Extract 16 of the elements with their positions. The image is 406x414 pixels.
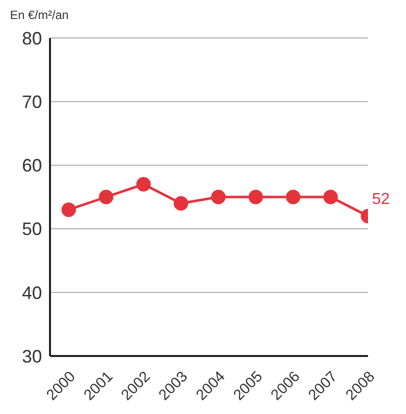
point	[323, 190, 338, 204]
y-axis-title: En €/m²/an	[9, 8, 70, 24]
y-tick-label: 40	[22, 282, 42, 303]
point	[136, 177, 151, 192]
y-tick-label: 30	[22, 346, 42, 366]
y-tick-label: 50	[22, 219, 42, 240]
y-tick-label: 80	[22, 28, 42, 48]
data-label: 52	[372, 191, 390, 208]
y-tick-label: 70	[22, 92, 42, 112]
point	[174, 196, 188, 211]
point	[211, 190, 226, 204]
point	[61, 202, 76, 217]
y-tick-label: 60	[22, 156, 42, 176]
point	[286, 190, 300, 204]
point	[98, 190, 114, 204]
point	[248, 190, 264, 204]
